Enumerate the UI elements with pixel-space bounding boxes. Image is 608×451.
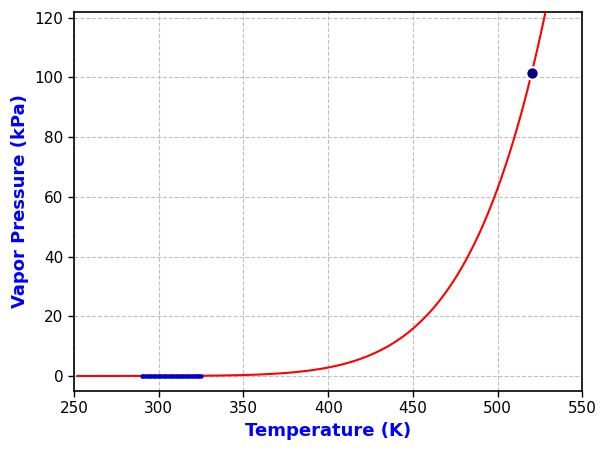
Point xyxy=(149,372,159,379)
Point xyxy=(193,372,202,379)
Point xyxy=(191,372,201,379)
Point xyxy=(178,372,187,379)
Point xyxy=(162,372,172,379)
X-axis label: Temperature (K): Temperature (K) xyxy=(245,422,411,440)
Point xyxy=(196,372,206,379)
Point xyxy=(181,372,191,379)
Point xyxy=(179,372,189,379)
Point xyxy=(174,372,184,379)
Point xyxy=(152,372,162,379)
Point xyxy=(139,373,148,380)
Point xyxy=(527,70,536,77)
Y-axis label: Vapor Pressure (kPa): Vapor Pressure (kPa) xyxy=(11,94,29,308)
Point xyxy=(137,373,147,380)
Point xyxy=(190,372,199,379)
Point xyxy=(184,372,194,379)
Point xyxy=(145,373,155,380)
Point xyxy=(150,372,160,379)
Point xyxy=(164,372,174,379)
Point xyxy=(182,372,192,379)
Point xyxy=(176,372,185,379)
Point xyxy=(156,372,165,379)
Point xyxy=(143,373,153,380)
Point xyxy=(157,372,167,379)
Point xyxy=(167,372,177,379)
Point xyxy=(161,372,170,379)
Point xyxy=(195,372,204,379)
Point xyxy=(186,372,196,379)
Point xyxy=(173,372,182,379)
Point xyxy=(171,372,181,379)
Point xyxy=(166,372,176,379)
Point xyxy=(169,372,179,379)
Point xyxy=(154,372,164,379)
Point xyxy=(142,373,152,380)
Point xyxy=(188,372,198,379)
Point xyxy=(159,372,168,379)
Point xyxy=(140,373,150,380)
Point xyxy=(147,372,157,379)
